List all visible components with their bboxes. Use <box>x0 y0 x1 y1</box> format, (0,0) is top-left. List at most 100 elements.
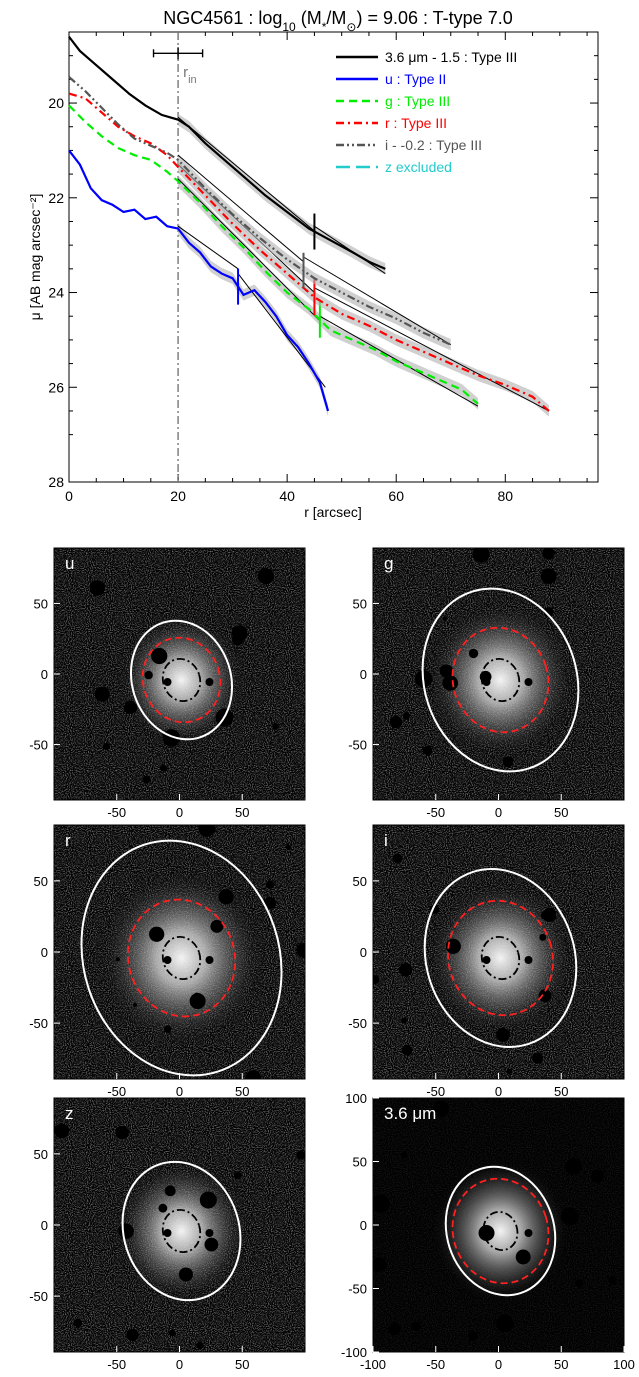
masked-source <box>373 975 380 985</box>
outer-ellipse <box>421 587 580 773</box>
x-tick-label: 20 <box>170 488 186 504</box>
masked-source <box>158 1203 168 1213</box>
masked-source <box>392 853 403 863</box>
masked-source <box>263 896 276 910</box>
panel-label: r <box>65 831 71 850</box>
panel-x-tick-label: -50 <box>426 1084 445 1099</box>
masked-source <box>373 1194 390 1213</box>
x-tick-label: 40 <box>279 488 295 504</box>
masked-source <box>296 942 305 958</box>
masked-source <box>543 607 554 617</box>
masked-source <box>439 664 453 678</box>
masked-source <box>542 548 555 560</box>
galaxy-glow <box>116 611 247 749</box>
masked-source <box>272 723 279 730</box>
masked-source <box>159 764 168 772</box>
galaxy-glow <box>424 878 577 1038</box>
panel-x-tick-label: 0 <box>495 805 502 820</box>
masked-source <box>538 989 552 1003</box>
series-line <box>68 149 330 412</box>
series-fit-segment <box>177 225 239 270</box>
panel-y-tick-label: 100 <box>345 1091 367 1106</box>
panel-5: z -50 0 50 50 0 -50 <box>29 1097 306 1372</box>
series-2 <box>68 104 479 410</box>
masked-source <box>496 1027 510 1042</box>
panel-y-tick-label: 0 <box>360 1218 367 1233</box>
series-line <box>68 76 452 346</box>
title-part: NGC4561 : log <box>163 8 282 28</box>
series-error-band <box>178 175 479 410</box>
series-fit-segment <box>177 154 304 263</box>
panel-x-tick-label: 50 <box>235 805 249 820</box>
masked-source <box>389 715 403 729</box>
masked-source <box>196 1341 204 1350</box>
panel-x-tick-label: -50 <box>426 1357 445 1372</box>
plot-frame <box>68 31 599 483</box>
panel-y-tick-label: 50 <box>34 874 48 889</box>
panel-x-tick-label: -50 <box>107 1357 126 1372</box>
panel-x-tick-label: 0 <box>495 1084 502 1099</box>
y-tick-label: 26 <box>48 379 64 395</box>
x-tick-label: 0 <box>65 488 73 504</box>
panel-x-tick-label: 0 <box>176 805 183 820</box>
masked-source <box>540 568 557 584</box>
masked-source <box>151 647 168 665</box>
panel-x-tick-label: 50 <box>554 1357 568 1372</box>
masked-source <box>199 1191 217 1209</box>
break-ellipse <box>141 636 222 724</box>
legend-entry: g : Type III <box>385 93 450 109</box>
masked-source <box>422 745 433 756</box>
masked-source <box>388 1323 401 1336</box>
masked-source <box>373 1257 387 1272</box>
legend-entry: r : Type III <box>385 115 447 131</box>
masked-source <box>115 957 120 962</box>
panel-x-tick-label: 50 <box>235 1357 249 1372</box>
masked-source <box>54 1123 70 1139</box>
panel-image <box>54 548 305 800</box>
masked-source <box>257 567 274 585</box>
masked-source <box>233 1171 242 1180</box>
series-layer <box>68 36 550 417</box>
series-error-band <box>178 222 329 417</box>
outer-ellipse <box>423 868 578 1048</box>
series-line <box>68 92 550 412</box>
panel-y-tick-label: 50 <box>34 596 48 611</box>
galaxy-glow <box>112 1159 251 1303</box>
masked-source <box>515 1249 531 1265</box>
series-fit-segment <box>177 178 321 322</box>
masked-source <box>542 908 557 923</box>
panel-4: i -50 0 50 50 0 -50 <box>348 824 625 1099</box>
series-1 <box>68 149 330 417</box>
panel-6: 3.6 μm -100 -50 0 50 100 100 50 0 -50 -100 <box>341 1091 635 1372</box>
galaxy-glow <box>424 599 577 761</box>
masked-source <box>400 1151 408 1159</box>
title-part: ) = 9.06 : T-type 7.0 <box>356 8 512 28</box>
panel-y-tick-label: -50 <box>29 1016 48 1031</box>
panel-y-tick-label: -50 <box>348 1282 367 1297</box>
panel-y-tick-label: 0 <box>41 945 48 960</box>
masked-source <box>575 1279 584 1288</box>
masked-source <box>432 1100 449 1118</box>
series-0 <box>68 36 386 275</box>
galaxy-glow <box>95 868 268 1048</box>
masked-source <box>296 1150 305 1160</box>
masked-source <box>118 1223 134 1239</box>
y-tick-label: 20 <box>48 95 64 111</box>
masked-source <box>565 1158 582 1175</box>
masked-source <box>123 700 138 714</box>
x-tick-label: 60 <box>388 488 404 504</box>
legend-entry: i - -0.2 : Type III <box>385 137 482 153</box>
masked-source <box>163 678 172 686</box>
masked-source <box>285 844 292 850</box>
panel-y-tick-label: -50 <box>29 1289 48 1304</box>
y-tick-label: 24 <box>48 285 64 301</box>
panel-x-tick-label: 50 <box>235 1084 249 1099</box>
series-line <box>68 36 386 270</box>
masked-source <box>245 1070 262 1079</box>
legend-entry: z excluded <box>385 159 452 175</box>
series-error-band <box>178 154 451 351</box>
masked-source <box>204 1237 219 1252</box>
masked-source <box>468 648 479 659</box>
